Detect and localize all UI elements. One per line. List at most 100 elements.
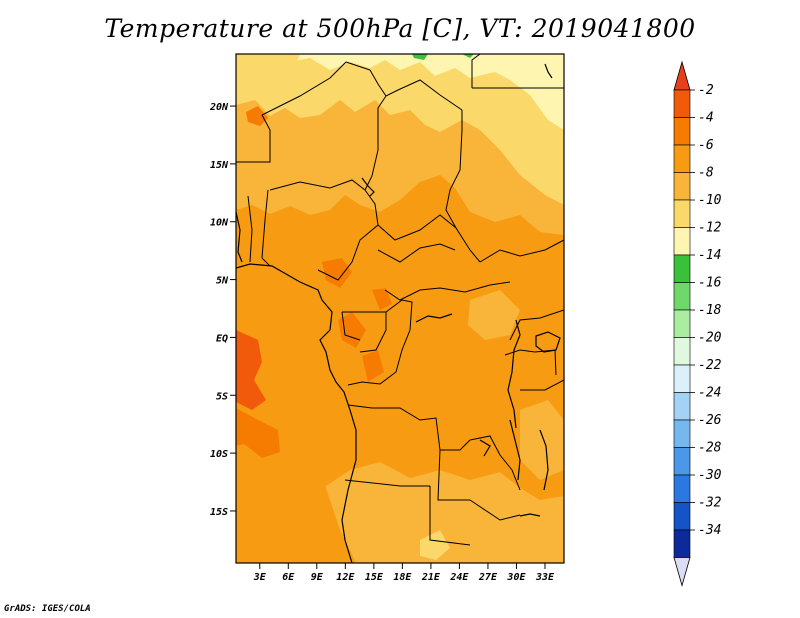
lake-albert [507, 319, 521, 429]
colorbar-swatch-3 [673, 172, 691, 201]
border-niger-nigeria [269, 179, 366, 191]
lon-tick-label-3: 12E [336, 572, 355, 583]
field-patch-minus8-southeast [520, 400, 564, 480]
lat-tick-label-0: 20N [209, 102, 229, 113]
map-title: Temperature at 500hPa [C], VT: 201904180… [104, 14, 696, 43]
colorbar-label-9: -20 [698, 331, 722, 346]
field-band-minus10-north [236, 54, 564, 205]
latitude-axis: 20N 15N 10N 5N EQ 5S 10S 15S [209, 102, 236, 518]
lon-tick-label-6: 21E [421, 572, 441, 583]
colorbar-label-11: -24 [698, 386, 721, 401]
field-band-minus8-south [320, 462, 564, 563]
field-patch-minus2-coast [236, 330, 266, 410]
map-frame [235, 53, 565, 564]
colorbar-swatch-7 [673, 282, 691, 311]
border-mali-niger [236, 114, 271, 163]
colorbar-swatch-9 [673, 337, 691, 366]
colorbar-swatch-2 [673, 144, 691, 173]
colorbar-swatch-15 [673, 502, 691, 531]
colorbar-swatch-0 [673, 89, 691, 118]
border-zambia-zimbabwe [469, 499, 521, 521]
lon-tick-label-9: 30E [506, 572, 526, 583]
field-patch-minus8-east [468, 290, 520, 340]
border-niger-chad [364, 95, 387, 191]
colorbar-label-16: -34 [698, 523, 721, 538]
lake-victoria [535, 331, 561, 353]
lat-tick-label-5: 5S [216, 391, 228, 402]
lat-tick-label-3: 5N [216, 276, 229, 287]
river-zambezi [519, 513, 541, 517]
colorbar-swatch-13 [673, 447, 691, 476]
grads-credit: GrADS: IGES/COLA [4, 604, 91, 614]
colorbar-label-7: -16 [698, 276, 722, 291]
colorbar-label-14: -30 [698, 468, 722, 483]
border-drc-zambia [469, 435, 521, 491]
colorbar-swatch-8 [673, 309, 691, 338]
coastline-west-africa [236, 263, 357, 563]
lon-tick-label-7: 24E [449, 572, 469, 583]
colorbar-label-3: -8 [698, 166, 714, 181]
border-egypt-sudan [471, 54, 481, 88]
colorbar-swatch-4 [673, 199, 691, 228]
border-togo [247, 195, 253, 263]
lake-chad [361, 177, 375, 197]
colorbar-label-1: -4 [698, 111, 714, 126]
border-sudan-south-sudan [479, 239, 564, 263]
lake-malawi [539, 429, 549, 491]
border-angola-namibia [344, 479, 430, 487]
border-tanzania [520, 379, 564, 391]
lat-tick-label-2: 10N [210, 218, 229, 229]
lat-tick-label-1: 15N [210, 160, 229, 171]
colorbar-label-13: -28 [698, 441, 722, 456]
colorbar-top-arrow [673, 60, 691, 91]
longitude-axis: 3E 6E 9E 12E 15E 18E 21E 24E 27E 30E 33E [253, 563, 555, 583]
lat-tick-label-4: EQ [216, 333, 228, 344]
colorbar-label-5: -12 [698, 221, 722, 236]
colorbar-bottom-arrow [673, 557, 691, 587]
field-patch-minus6-south [236, 470, 356, 563]
border-namibia-botswana [429, 486, 471, 546]
colorbar-label-8: -18 [698, 303, 722, 318]
border-chad-sudan-west [445, 110, 463, 229]
field-patch-minus4-coast [236, 408, 280, 458]
field-patch-minus4-central-3 [362, 350, 384, 382]
border-uganda-kenya [509, 309, 564, 341]
colorbar-swatch-10 [673, 364, 691, 393]
border-libya [369, 69, 463, 111]
border-algeria-niger [261, 61, 371, 116]
border-benin-nigeria [261, 189, 271, 267]
border-drc-angola [347, 404, 471, 451]
coastline-gulf-guinea [236, 211, 243, 263]
colorbar-label-6: -14 [698, 248, 721, 263]
colorbar-swatch-11 [673, 392, 691, 421]
colorbar-label-2: -6 [698, 138, 714, 153]
field-patch-minus4-nw [246, 106, 268, 126]
colorbar-label-0: -2 [698, 83, 714, 98]
lon-tick-label-1: 6E [282, 572, 295, 583]
red-sea-coast [544, 63, 553, 79]
colorbar-label-12: -26 [698, 413, 722, 428]
river-congo-2 [479, 439, 491, 457]
temperature-field [236, 54, 564, 563]
field-patch-minus4-central-1 [322, 258, 352, 288]
river-congo-1 [415, 313, 453, 323]
lon-tick-label-10: 33E [535, 572, 555, 583]
colorbar-label-15: -32 [698, 496, 722, 511]
field-band-minus12-north [236, 54, 564, 130]
colorbar-label-10: -22 [698, 358, 722, 373]
colorbar: -2 -4 -6 -8 -10 -12 -14 -16 -18 -20 -22 -24 -26 -28 -3… [673, 60, 722, 587]
colorbar-swatch-14 [673, 474, 691, 503]
colorbar-swatch-5 [673, 227, 691, 256]
field-patch-minus4-central-2 [338, 312, 366, 348]
lon-tick-label-8: 27E [478, 572, 498, 583]
border-equatorial-guinea [341, 311, 361, 341]
border-car-south [384, 281, 511, 301]
lon-tick-label-2: 9E [311, 572, 324, 583]
lon-tick-label-5: 18E [393, 572, 412, 583]
lat-tick-label-7: 15S [210, 507, 228, 518]
coastlines [236, 63, 561, 563]
border-car-north [377, 243, 456, 263]
lon-tick-label-4: 15E [365, 572, 384, 583]
colorbar-swatch-6 [673, 254, 691, 283]
